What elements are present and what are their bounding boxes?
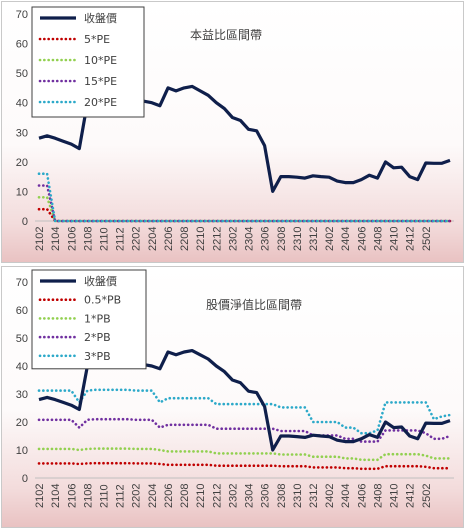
x-tick-label: 2406 bbox=[356, 227, 368, 251]
x-tick-label: 2108 bbox=[82, 484, 94, 508]
x-tick-label: 2106 bbox=[66, 227, 78, 251]
x-tick-label: 2210 bbox=[195, 484, 207, 508]
pb-band-chart-panel: 0 10 20 30 40 50 60 70 2102 2104 2106 2108 2110 2112 2… bbox=[1, 266, 464, 528]
x-tick-label: 2412 bbox=[405, 227, 417, 251]
legend-box bbox=[31, 6, 145, 118]
pe-band-chart-panel: 0 10 20 30 40 50 60 70 2102 2104 2106 2108 2110 2112 2… bbox=[1, 1, 464, 263]
x-tick-label: 2110 bbox=[98, 484, 110, 508]
legend-label-4: 3*PB bbox=[84, 350, 111, 363]
x-tick-label: 2206 bbox=[163, 484, 175, 508]
x-tick-label: 2402 bbox=[324, 227, 336, 251]
x-tick-label: 2310 bbox=[292, 484, 304, 508]
y-tick-label: 40 bbox=[16, 98, 28, 110]
x-tick-label: 2402 bbox=[324, 484, 336, 508]
legend-label-2: 10*PE bbox=[84, 54, 117, 67]
y-tick-label: 60 bbox=[16, 39, 28, 51]
series-line-1 bbox=[37, 207, 452, 223]
y-tick-label: 0 bbox=[22, 473, 28, 485]
y-tick-label: 70 bbox=[16, 277, 28, 289]
y-tick-label: 60 bbox=[16, 305, 28, 317]
x-tick-label: 2310 bbox=[292, 227, 304, 251]
chart-title: 本益比區間帶 bbox=[190, 28, 262, 42]
x-tick-label: 2208 bbox=[179, 484, 191, 508]
x-tick-label: 2404 bbox=[340, 227, 352, 251]
x-tick-label: 2406 bbox=[356, 484, 368, 508]
x-tick-label: 2102 bbox=[34, 484, 46, 508]
series-line-4 bbox=[37, 388, 452, 435]
chart-title: 股價淨值比區間帶 bbox=[206, 297, 302, 312]
legend-label-0: 收盤價 bbox=[84, 274, 117, 288]
x-tick-label: 2212 bbox=[211, 484, 223, 508]
y-tick-label: 30 bbox=[16, 389, 28, 401]
y-tick-label: 0 bbox=[22, 216, 28, 228]
pe-band-chart: 0 10 20 30 40 50 60 70 2102 2104 2106 2108 2110 2112 2… bbox=[16, 6, 454, 251]
x-tick-label: 2204 bbox=[147, 227, 159, 251]
x-tick-label: 2502 bbox=[421, 227, 433, 251]
series-line-3 bbox=[37, 417, 452, 443]
x-tick-label: 2312 bbox=[308, 227, 320, 251]
series-line-2 bbox=[37, 447, 452, 462]
y-tick-label: 70 bbox=[16, 9, 28, 21]
x-tick-label: 2110 bbox=[98, 227, 110, 251]
x-tick-label: 2106 bbox=[66, 484, 78, 508]
legend-box bbox=[31, 269, 147, 370]
pb-band-chart: 0 10 20 30 40 50 60 70 2102 2104 2106 2108 2110 2112 2… bbox=[16, 269, 454, 508]
x-tick-label: 2306 bbox=[260, 227, 272, 251]
x-tick-label: 2408 bbox=[372, 484, 384, 508]
y-tick-label: 50 bbox=[16, 333, 28, 345]
y-tick-label: 30 bbox=[16, 127, 28, 139]
x-tick-label: 2202 bbox=[131, 227, 143, 251]
x-tick-label: 2210 bbox=[195, 227, 207, 251]
x-tick-label: 2306 bbox=[260, 484, 272, 508]
series-line-2 bbox=[37, 196, 452, 223]
x-tick-label: 2104 bbox=[50, 227, 62, 251]
x-tick-label: 2412 bbox=[405, 484, 417, 508]
x-tick-label: 2108 bbox=[82, 227, 94, 251]
series-line-4 bbox=[37, 172, 452, 223]
x-tick-label: 2112 bbox=[115, 484, 127, 508]
x-tick-label: 2206 bbox=[163, 227, 175, 251]
x-tick-label: 2104 bbox=[50, 484, 62, 508]
y-tick-label: 40 bbox=[16, 361, 28, 373]
series-line-1 bbox=[37, 461, 452, 471]
x-tick-label: 2312 bbox=[308, 484, 320, 508]
y-tick-label: 20 bbox=[16, 157, 28, 169]
x-tick-label: 2308 bbox=[276, 227, 288, 251]
x-tick-label: 2410 bbox=[389, 227, 401, 251]
series-line-3 bbox=[37, 184, 452, 223]
x-tick-label: 2308 bbox=[276, 484, 288, 508]
x-tick-label: 2410 bbox=[389, 484, 401, 508]
legend-label-1: 0.5*PB bbox=[84, 294, 121, 307]
x-tick-label: 2302 bbox=[227, 484, 239, 508]
x-tick-label: 2408 bbox=[372, 227, 384, 251]
legend-label-0: 收盤價 bbox=[84, 11, 117, 25]
x-tick-label: 2212 bbox=[211, 227, 223, 251]
x-tick-label: 2304 bbox=[244, 227, 256, 251]
legend-label-1: 5*PE bbox=[84, 33, 110, 46]
y-tick-label: 10 bbox=[16, 445, 28, 457]
x-tick-label: 2502 bbox=[421, 484, 433, 508]
legend-label-3: 15*PE bbox=[84, 75, 117, 88]
legend-label-2: 1*PB bbox=[84, 312, 111, 325]
x-tick-label: 2204 bbox=[147, 484, 159, 508]
x-tick-label: 2112 bbox=[115, 227, 127, 251]
x-tick-label: 2102 bbox=[34, 227, 46, 251]
legend-label-3: 2*PB bbox=[84, 331, 111, 344]
y-tick-label: 50 bbox=[16, 68, 28, 80]
x-tick-label: 2304 bbox=[244, 484, 256, 508]
x-tick-label: 2208 bbox=[179, 227, 191, 251]
x-tick-label: 2302 bbox=[227, 227, 239, 251]
x-tick-label: 2404 bbox=[340, 484, 352, 508]
y-tick-label: 20 bbox=[16, 417, 28, 429]
x-tick-label: 2202 bbox=[131, 484, 143, 508]
y-tick-label: 10 bbox=[16, 186, 28, 198]
legend-label-4: 20*PE bbox=[84, 96, 117, 109]
